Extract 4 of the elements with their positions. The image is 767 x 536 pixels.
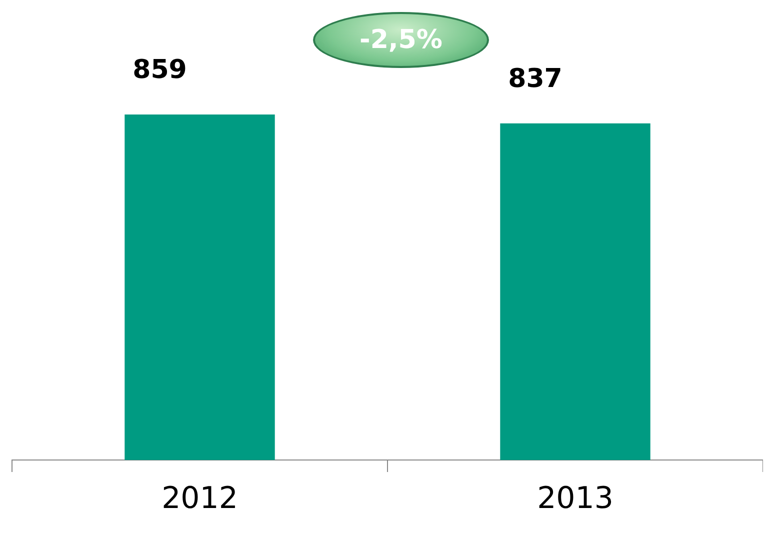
- data-label: 837: [508, 64, 562, 94]
- x-tick-label: 2012: [162, 480, 238, 516]
- x-tick-label: 2013: [537, 480, 614, 516]
- data-label: 859: [132, 55, 187, 86]
